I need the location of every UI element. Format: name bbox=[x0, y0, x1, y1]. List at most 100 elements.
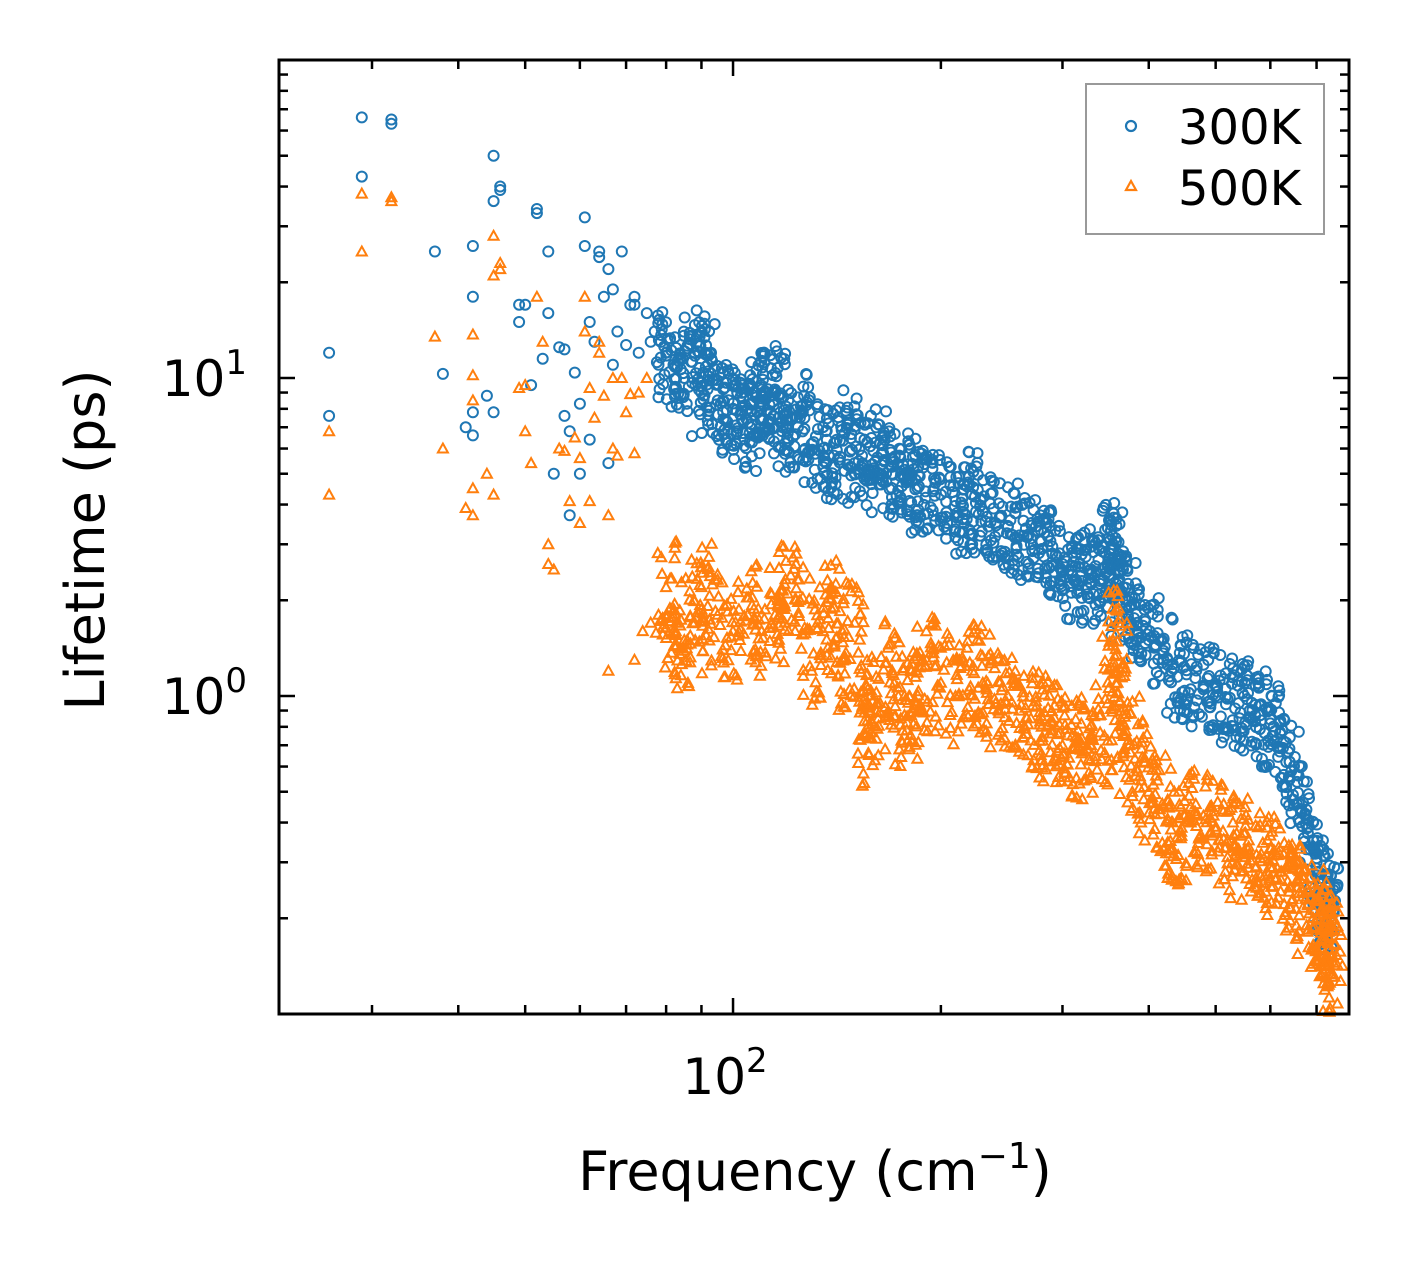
series-300k-point bbox=[702, 365, 715, 378]
series-500k-point bbox=[945, 704, 959, 717]
series-500k-point bbox=[673, 618, 687, 631]
series-300k-point bbox=[774, 441, 787, 454]
series-500k-point bbox=[1213, 833, 1227, 846]
series-500k-point bbox=[798, 620, 812, 633]
series-500k-point bbox=[694, 560, 708, 573]
series-300k-point bbox=[597, 290, 610, 303]
series-500k-point bbox=[981, 649, 995, 662]
series-300k-point bbox=[992, 525, 1005, 538]
series-500k-point bbox=[1142, 796, 1157, 809]
series-300k-point bbox=[611, 325, 624, 338]
series-500k-point bbox=[1200, 768, 1215, 781]
series-500k-point bbox=[355, 186, 369, 199]
series-500k-point bbox=[857, 725, 871, 738]
series-300k-point bbox=[466, 406, 479, 419]
series-500k-point bbox=[659, 580, 673, 593]
series-300k-point bbox=[1318, 850, 1331, 863]
series-500k-point bbox=[1027, 737, 1041, 750]
series-500k-point bbox=[807, 593, 821, 606]
series-500k-point bbox=[1036, 757, 1051, 770]
series-300k-point bbox=[1214, 710, 1227, 723]
series-300k-point bbox=[865, 506, 878, 519]
series-300k-point bbox=[995, 509, 1008, 522]
series-500k-point bbox=[1242, 839, 1256, 852]
series-500k-point bbox=[1323, 1001, 1337, 1014]
series-500k-point bbox=[1094, 752, 1109, 765]
series-500k-point bbox=[913, 645, 927, 658]
series-300k-point bbox=[962, 445, 975, 458]
series-500k-point bbox=[1268, 872, 1282, 885]
series-500k-point bbox=[763, 560, 777, 573]
series-500k-point bbox=[667, 602, 681, 615]
series-300k-point bbox=[779, 408, 792, 421]
series-300k-point bbox=[1080, 543, 1093, 556]
series-500k-point bbox=[926, 646, 941, 659]
series-500k-point bbox=[934, 640, 948, 653]
series-500k-point bbox=[1047, 698, 1062, 711]
series-500k-point bbox=[1239, 871, 1254, 884]
series-300k-point bbox=[1094, 594, 1107, 607]
series-500k-point bbox=[1109, 676, 1123, 689]
series-500k-point bbox=[733, 632, 747, 645]
series-500k-point bbox=[844, 688, 858, 701]
series-300k-point bbox=[779, 347, 792, 360]
series-500k-point bbox=[1241, 791, 1255, 804]
series-300k-point bbox=[926, 462, 939, 475]
series-300k-point bbox=[1165, 676, 1178, 689]
series-500k-point bbox=[885, 665, 900, 678]
series-300k-point bbox=[921, 522, 934, 535]
series-300k-point bbox=[909, 511, 922, 524]
series-500k-point bbox=[1057, 746, 1071, 759]
series-300k-point bbox=[1188, 701, 1201, 714]
series-300k-point bbox=[606, 358, 619, 371]
series-300k-point bbox=[717, 406, 730, 419]
series-500k-point bbox=[855, 778, 870, 791]
series-500k-point bbox=[1072, 776, 1086, 789]
series-500k-point bbox=[1064, 717, 1079, 730]
series-300k-point bbox=[1037, 513, 1049, 525]
series-300k-point bbox=[578, 240, 591, 252]
series-300k-point bbox=[1249, 671, 1262, 684]
series-500k-point bbox=[993, 724, 1007, 737]
series-300k-point bbox=[1151, 627, 1164, 640]
series-500k-point bbox=[718, 669, 732, 682]
series-500k-point bbox=[1148, 807, 1163, 820]
series-500k-point bbox=[1071, 696, 1086, 709]
series-500k-point bbox=[816, 600, 831, 613]
series-500k-point bbox=[1101, 753, 1115, 766]
series-500k-point bbox=[1200, 837, 1214, 850]
series-300k-point bbox=[1125, 638, 1138, 650]
series-500k-point bbox=[1111, 615, 1126, 628]
series-300k-point bbox=[761, 424, 774, 437]
series-500k-point bbox=[466, 368, 480, 381]
series-500k-point bbox=[833, 604, 847, 617]
series-300k-point bbox=[1077, 604, 1090, 617]
series-500k-point bbox=[1190, 806, 1204, 819]
series-500k-point bbox=[792, 608, 806, 621]
series-500k-point bbox=[1165, 872, 1179, 885]
series-300k-point bbox=[1328, 861, 1341, 874]
series-500k-point bbox=[466, 481, 480, 494]
series-500k-point bbox=[1110, 583, 1124, 596]
series-300k-point bbox=[664, 332, 677, 345]
series-500k-point bbox=[1254, 886, 1268, 899]
series-300k-point bbox=[1019, 522, 1032, 535]
series-300k-point bbox=[1005, 500, 1017, 513]
series-500k-point bbox=[1292, 908, 1306, 921]
series-300k-point bbox=[652, 317, 665, 330]
series-500k-point bbox=[1305, 858, 1319, 871]
series-300k-point bbox=[1041, 559, 1054, 572]
series-500k-point bbox=[979, 724, 993, 737]
series-500k-point bbox=[887, 720, 901, 733]
series-500k-point bbox=[1128, 751, 1142, 764]
series-500k-point bbox=[658, 660, 672, 673]
series-500k-point bbox=[644, 615, 658, 628]
series-300k-point bbox=[801, 446, 814, 459]
series-300k-point bbox=[1120, 550, 1133, 563]
series-300k-point bbox=[568, 366, 581, 379]
series-300k-point bbox=[798, 411, 811, 424]
series-500k-point bbox=[788, 623, 802, 636]
series-500k-point bbox=[1077, 744, 1091, 757]
series-500k-point bbox=[964, 687, 978, 700]
series-300k-point bbox=[1202, 654, 1215, 666]
